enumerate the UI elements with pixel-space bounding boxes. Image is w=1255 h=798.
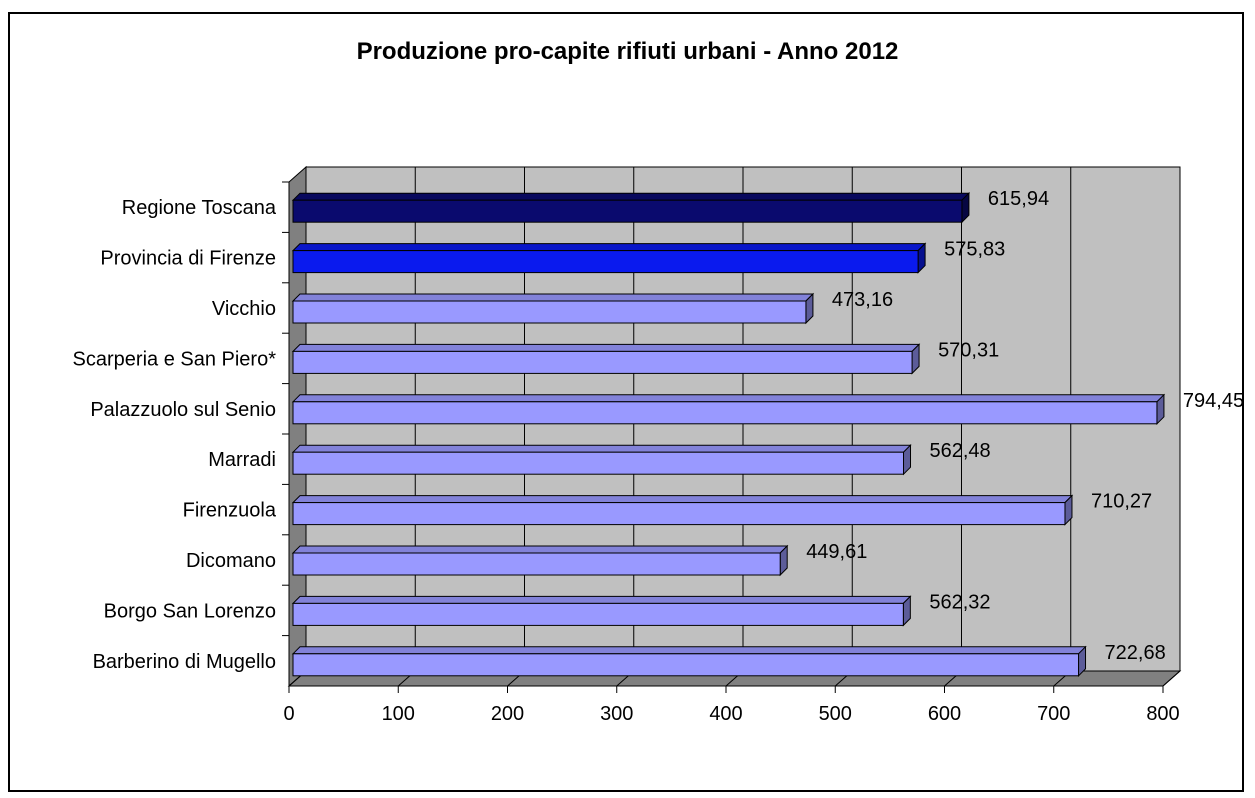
- x-tick-label: 0: [283, 703, 294, 725]
- bar-top: [291, 444, 912, 453]
- bar: [292, 451, 905, 475]
- bar: [292, 350, 913, 374]
- bar-top: [291, 646, 1087, 655]
- bar: [292, 401, 1158, 425]
- x-tick-label: 600: [928, 703, 961, 725]
- x-tick-labels: 0 100 200 300 400 500 600 700 800: [283, 703, 1179, 725]
- data-label: 449,61: [806, 541, 867, 563]
- x-tick-label: 400: [709, 703, 742, 725]
- bar-top: [291, 293, 815, 302]
- bars: [291, 191, 1166, 678]
- bar-top: [291, 343, 921, 352]
- category-label: Regione Toscana: [122, 197, 277, 219]
- category-label: Borgo San Lorenzo: [104, 600, 276, 622]
- category-labels: Regione Toscana Provincia di Firenze Vicch…: [73, 197, 277, 673]
- data-label: 575,83: [944, 239, 1005, 261]
- data-label: 562,48: [930, 440, 991, 462]
- category-label: Palazzuolo sul Senio: [90, 399, 276, 421]
- x-tick-label: 300: [600, 703, 633, 725]
- bar: [292, 250, 919, 274]
- data-label: 562,32: [929, 591, 990, 613]
- data-label: 615,94: [988, 188, 1049, 210]
- x-tick-label: 200: [491, 703, 524, 725]
- bar: [292, 653, 1080, 677]
- data-label: 710,27: [1091, 491, 1152, 513]
- category-label: Dicomano: [186, 550, 276, 572]
- category-label: Barberino di Mugello: [93, 651, 276, 673]
- bar-top: [291, 495, 1074, 504]
- category-label: Firenzuola: [183, 500, 277, 522]
- bar-top: [291, 545, 789, 554]
- bar-top: [291, 192, 971, 201]
- x-tick-label: 500: [819, 703, 852, 725]
- bar-top: [291, 595, 912, 604]
- bar: [292, 552, 781, 576]
- category-label: Provincia di Firenze: [100, 248, 276, 270]
- data-label: 473,16: [832, 289, 893, 311]
- category-label: Scarperia e San Piero*: [73, 348, 277, 370]
- category-label: Vicchio: [212, 298, 276, 320]
- x-tick-label: 100: [382, 703, 415, 725]
- data-label: 570,31: [938, 339, 999, 361]
- category-label: Marradi: [208, 449, 276, 471]
- bar-top: [291, 394, 1166, 403]
- bar-top: [291, 243, 927, 252]
- data-label: 722,68: [1105, 642, 1166, 664]
- data-label: 794,45: [1183, 390, 1244, 412]
- x-tick-label: 800: [1146, 703, 1179, 725]
- bar: [292, 199, 963, 223]
- bar: [292, 502, 1066, 526]
- bar: [292, 602, 904, 626]
- bar: [292, 300, 807, 324]
- axis-ticks: [282, 181, 1164, 693]
- floor-gridline: [1162, 670, 1181, 687]
- x-tick-label: 700: [1037, 703, 1070, 725]
- chart-title: Produzione pro-capite rifiuti urbani - A…: [356, 38, 899, 65]
- data-labels: 615,94 575,83 473,16 570,31 794,45 562,48 710,…: [806, 188, 1244, 664]
